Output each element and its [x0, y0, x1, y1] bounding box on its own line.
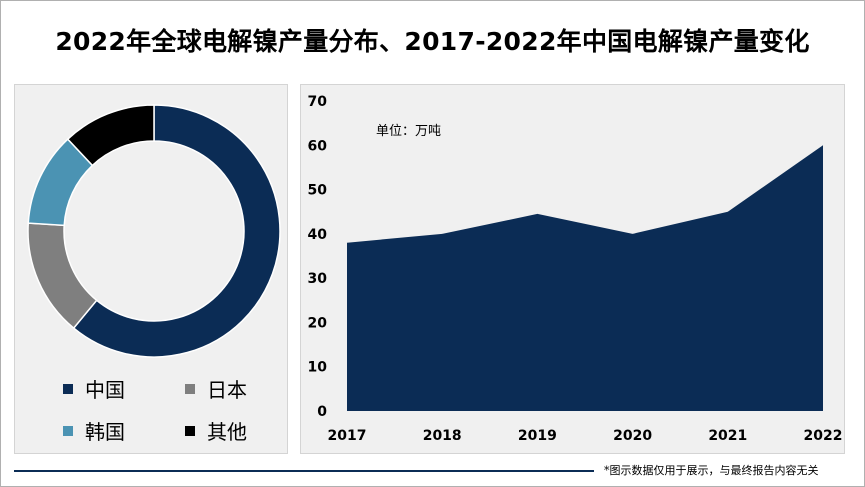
- legend-label-other: 其他: [207, 420, 247, 444]
- unit-label: 单位：万吨: [376, 124, 442, 139]
- legend-swatch-japan: [185, 383, 195, 394]
- legend-item-korea: 韩国: [63, 416, 125, 445]
- y-tick-label: 60: [308, 138, 328, 154]
- legend-swatch-china: [63, 383, 73, 394]
- footer-line: [14, 470, 594, 472]
- legend-item-japan: 日本: [185, 374, 247, 403]
- donut-slice-1: [27, 222, 98, 330]
- area-series: [347, 145, 823, 411]
- x-tick-label: 2017: [328, 428, 367, 444]
- donut-chart: [27, 104, 281, 358]
- legend-item-other: 其他: [185, 416, 247, 445]
- y-tick-label: 40: [308, 227, 328, 243]
- legend-swatch-other: [185, 425, 195, 436]
- legend-label-korea: 韩国: [85, 420, 125, 444]
- area-chart-panel: 0 10 20 30 40 50 60 70 2017 2018 2019 2020 2021 2022 …: [300, 84, 845, 454]
- donut-slice-0: [72, 104, 281, 358]
- area-chart: 0 10 20 30 40 50 60 70 2017 2018 2019 2020 2021 2022: [308, 94, 843, 444]
- legend-item-china: 中国: [63, 374, 125, 403]
- x-tick-label: 2021: [708, 428, 747, 444]
- y-tick-label: 10: [308, 360, 328, 376]
- legend-swatch-korea: [63, 425, 73, 436]
- donut-slice-3: [66, 104, 155, 167]
- y-tick-label: 70: [308, 94, 328, 110]
- x-tick-label: 2022: [804, 428, 843, 444]
- y-tick-label: 50: [308, 183, 328, 199]
- legend-label-japan: 日本: [207, 378, 247, 402]
- legend-label-china: 中国: [85, 378, 125, 402]
- donut-chart-panel: 中国 日本 韩国 其他: [14, 84, 288, 454]
- y-tick-label: 20: [308, 315, 328, 331]
- x-tick-label: 2019: [518, 428, 557, 444]
- x-tick-label: 2018: [423, 428, 462, 444]
- page-title: 2022年全球电解镍产量分布、2017-2022年中国电解镍产量变化: [55, 27, 810, 56]
- y-tick-label: 30: [308, 271, 328, 287]
- y-tick-label: 0: [317, 404, 327, 420]
- footer-note: *图示数据仅用于展示，与最终报告内容无关: [604, 464, 819, 477]
- x-tick-label: 2020: [613, 428, 652, 444]
